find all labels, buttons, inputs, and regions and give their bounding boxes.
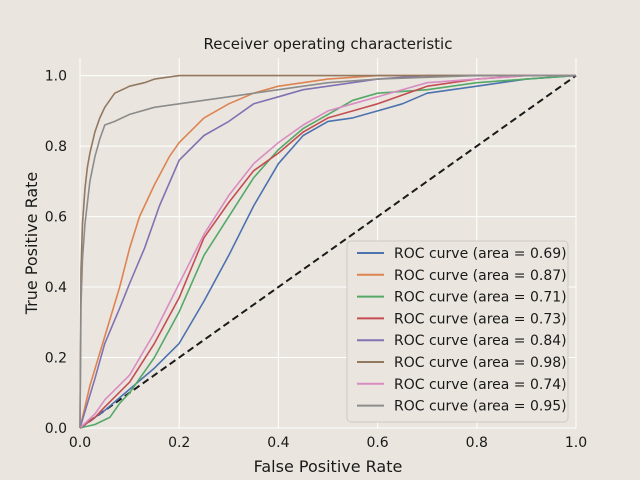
legend-box — [346, 240, 569, 423]
x-tick-label: 0.4 — [267, 435, 289, 451]
legend-label: ROC curve (area = 0.87) — [394, 268, 567, 284]
legend-label: ROC curve (area = 0.84) — [394, 333, 567, 349]
legend-label: ROC curve (area = 0.71) — [394, 290, 567, 306]
roc-curve-1 — [79, 74, 577, 429]
roc-curves — [79, 74, 577, 429]
y-axis-ticks: 0.0 0.2 0.4 0.6 0.8 1.0 — [45, 69, 67, 437]
y-tick-label: 0.6 — [45, 210, 67, 226]
legend: ROC curve (area = 0.69) ROC curve (area =… — [346, 240, 569, 423]
reference-line — [79, 74, 577, 429]
legend-label: ROC curve (area = 0.98) — [394, 355, 567, 371]
x-tick-label: 1.0 — [565, 435, 587, 451]
y-tick-label: 0.8 — [45, 139, 67, 155]
x-tick-label: 0.6 — [366, 435, 388, 451]
roc-curve-6 — [79, 74, 576, 429]
chance-diagonal — [79, 74, 577, 429]
legend-label: ROC curve (area = 0.95) — [394, 399, 567, 415]
y-tick-label: 0.0 — [45, 421, 67, 437]
roc-curve-4 — [79, 74, 576, 429]
y-tick-label: 1.0 — [45, 69, 67, 85]
chart-title: Receiver operating characteristic — [204, 35, 453, 53]
roc-curve-8 — [79, 74, 576, 429]
y-tick-label: 0.2 — [45, 351, 67, 367]
x-tick-label: 0.2 — [168, 435, 190, 451]
grid — [79, 58, 577, 429]
x-tick-label: 0.8 — [466, 435, 488, 451]
roc-curve-7 — [79, 74, 576, 429]
y-axis-label: True Positive Rate — [22, 172, 41, 316]
legend-label: ROC curve (area = 0.74) — [394, 377, 567, 393]
x-axis-label: False Positive Rate — [254, 457, 403, 476]
y-tick-label: 0.4 — [45, 280, 67, 296]
legend-label: ROC curve (area = 0.69) — [394, 246, 567, 262]
x-axis-ticks: 0.0 0.2 0.4 0.6 0.8 1.0 — [69, 435, 587, 451]
roc-curve-3 — [79, 74, 577, 429]
legend-label: ROC curve (area = 0.73) — [394, 311, 567, 327]
x-tick-label: 0.0 — [69, 435, 91, 451]
